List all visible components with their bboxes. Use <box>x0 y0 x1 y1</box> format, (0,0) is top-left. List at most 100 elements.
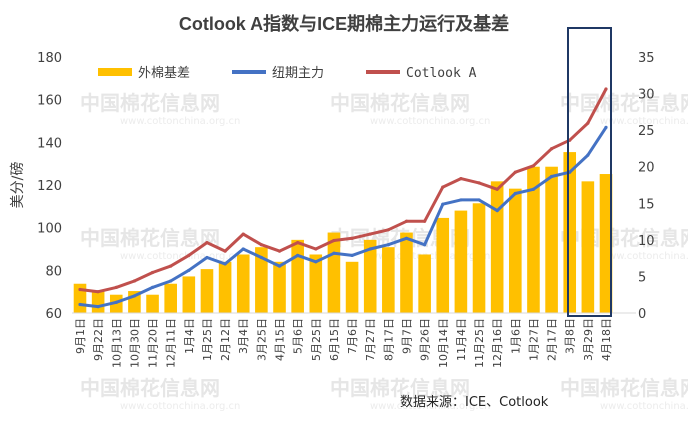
x-tick-label: 11月20日 <box>147 318 160 368</box>
cotlook-point <box>314 247 318 251</box>
watermark-text: 中国棉花信息网 <box>80 226 220 250</box>
cotlook-point <box>241 232 245 236</box>
cotlook-point <box>549 147 554 151</box>
cotlook-point <box>277 249 282 253</box>
ice-point <box>296 253 300 257</box>
x-tick-label: 4月15日 <box>274 318 287 361</box>
y2-tick-label: 35 <box>638 51 655 66</box>
cotlook-point <box>404 219 409 223</box>
x-tick-label: 2月17日 <box>546 318 559 361</box>
x-tick-label: 1月27日 <box>527 318 540 361</box>
basis-bar <box>400 232 413 313</box>
basis-bar <box>490 181 504 313</box>
basis-bar <box>164 283 177 313</box>
basis-bar <box>581 181 595 313</box>
ice-point <box>205 255 209 260</box>
x-tick-label: 7月27日 <box>364 318 377 361</box>
ice-point <box>78 302 82 307</box>
basis-bar <box>146 294 159 313</box>
watermark-url: www.cottonchina.org.cn <box>120 116 240 127</box>
basis-bar <box>218 261 232 313</box>
watermark-url: www.cottonchina.org.cn <box>120 401 240 412</box>
basis-bar <box>200 269 214 313</box>
legend-swatch-basis <box>98 68 132 76</box>
y-tick-label: 60 <box>45 307 62 322</box>
basis-bar <box>472 203 486 313</box>
legend-label-ice: 纽期主力 <box>272 66 324 81</box>
cotlook-point <box>459 177 463 181</box>
cotlook-point <box>386 228 390 232</box>
x-tick-label: 9月22日 <box>92 318 105 361</box>
watermark-text: 中国棉花信息网 <box>560 376 688 400</box>
ice-point <box>150 285 155 289</box>
y-tick-label: 180 <box>37 51 62 66</box>
basis-bar <box>327 232 341 313</box>
legend-label-cotlook: Cotlook A <box>406 66 477 81</box>
cotlook-point <box>169 264 173 268</box>
ice-point <box>96 305 100 309</box>
ice-point <box>223 262 227 266</box>
ice-point <box>277 264 282 268</box>
cotlook-point <box>114 285 118 289</box>
watermark-url: www.cottonchina.org.cn <box>600 116 688 127</box>
x-tick-label: 3月4日 <box>237 318 250 354</box>
source-note: 数据来源：ICE、Cotlook <box>400 395 549 410</box>
y-tick-label: 140 <box>37 136 62 151</box>
basis-bar <box>418 254 431 313</box>
watermark-url: www.cottonchina.org.cn <box>370 116 490 127</box>
y2-tick-label: 0 <box>638 307 646 322</box>
x-tick-label: 10月13日 <box>110 318 123 368</box>
cotlook-point <box>332 238 336 243</box>
y2-tick-label: 20 <box>638 161 655 176</box>
watermark-text: 中国棉花信息网 <box>330 91 470 115</box>
basis-bar <box>382 247 395 313</box>
watermark-text: 中国棉花信息网 <box>80 376 220 400</box>
y-tick-label: 160 <box>37 94 62 109</box>
cotlook-point <box>205 241 209 245</box>
ice-point <box>350 253 354 257</box>
x-tick-label: 11月4日 <box>455 318 468 361</box>
basis-bar <box>545 166 558 313</box>
ice-point <box>404 236 409 240</box>
x-tick-label: 12月11日 <box>165 318 178 368</box>
basis-bar <box>454 210 468 313</box>
y2-tick-label: 5 <box>638 270 646 285</box>
watermark-url: www.cottonchina.org.cn <box>600 401 688 412</box>
x-tick-label: 12月16日 <box>491 318 504 368</box>
y2-tick-label: 30 <box>638 88 655 103</box>
y-tick-label: 100 <box>37 222 62 237</box>
basis-bar <box>273 261 286 313</box>
basis-bar <box>345 261 359 313</box>
basis-bar <box>255 247 268 313</box>
y-tick-label: 120 <box>37 179 62 194</box>
ice-point <box>459 198 463 202</box>
ice-point <box>441 202 445 206</box>
basis-bar <box>236 254 250 313</box>
ice-point <box>549 174 554 179</box>
y-tick-label: 80 <box>45 264 62 279</box>
cotlook-point <box>531 164 536 168</box>
ice-point <box>259 255 263 260</box>
x-tick-label: 1月6日 <box>509 318 522 354</box>
x-tick-label: 1月25日 <box>201 318 214 361</box>
ice-point <box>513 191 517 196</box>
ice-point <box>604 125 608 129</box>
cotlook-point <box>223 249 227 253</box>
y2-tick-label: 25 <box>638 124 655 139</box>
y2-tick-label: 10 <box>638 234 655 249</box>
ice-point <box>531 187 536 191</box>
y-axis-ticks: 60 80 100 120 140 160 180 <box>37 51 62 322</box>
y2-axis-ticks: 0 5 10 15 20 25 30 35 <box>638 51 655 322</box>
watermark-url: www.cottonchina.org.cn <box>600 251 688 262</box>
cotlook-point <box>78 287 82 292</box>
x-tick-label: 3月29日 <box>582 318 595 361</box>
cotlook-point <box>150 270 155 275</box>
watermark-url: www.cottonchina.org.cn <box>120 251 240 262</box>
x-tick-label: 1月4日 <box>183 318 196 354</box>
cotlook-point <box>495 187 499 191</box>
basis-bar <box>182 276 196 313</box>
ice-point <box>314 260 318 264</box>
ice-point <box>423 243 427 247</box>
watermark-text: 中国棉花信息网 <box>330 376 470 400</box>
x-tick-label: 3月25日 <box>255 318 268 361</box>
